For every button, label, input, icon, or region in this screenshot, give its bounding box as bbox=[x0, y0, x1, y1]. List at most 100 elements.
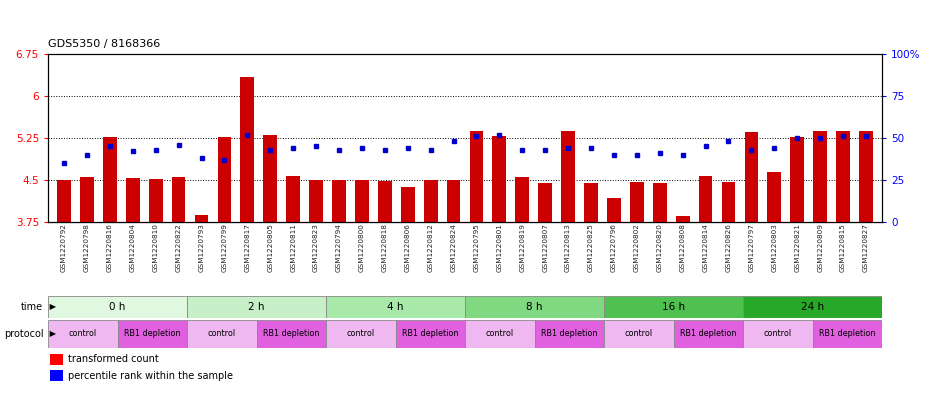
Text: 4 h: 4 h bbox=[387, 302, 404, 312]
Text: GSM1220800: GSM1220800 bbox=[359, 224, 365, 272]
Bar bbox=[126, 178, 140, 222]
Text: GSM1220803: GSM1220803 bbox=[771, 224, 777, 272]
Bar bbox=[48, 320, 117, 348]
Text: GSM1220823: GSM1220823 bbox=[313, 224, 319, 272]
Bar bbox=[424, 180, 437, 222]
Text: GSM1220810: GSM1220810 bbox=[153, 224, 159, 272]
Bar bbox=[673, 320, 743, 348]
Text: GSM1220821: GSM1220821 bbox=[794, 224, 800, 272]
Text: GSM1220806: GSM1220806 bbox=[405, 224, 411, 272]
Bar bbox=[836, 131, 850, 222]
Bar bbox=[286, 176, 300, 222]
Text: GSM1220795: GSM1220795 bbox=[473, 224, 480, 272]
Bar bbox=[446, 180, 460, 222]
Text: 0 h: 0 h bbox=[110, 302, 126, 312]
Bar bbox=[630, 182, 644, 222]
Bar bbox=[80, 177, 94, 222]
Bar bbox=[470, 131, 484, 222]
Bar bbox=[49, 370, 63, 381]
Bar bbox=[584, 184, 598, 222]
Text: GSM1220793: GSM1220793 bbox=[198, 224, 205, 272]
Text: GSM1220812: GSM1220812 bbox=[428, 224, 433, 272]
Text: ▶: ▶ bbox=[47, 303, 56, 312]
Text: control: control bbox=[69, 329, 97, 338]
Bar bbox=[722, 182, 736, 222]
Text: transformed count: transformed count bbox=[68, 354, 159, 364]
Text: GSM1220826: GSM1220826 bbox=[725, 224, 732, 272]
Bar bbox=[561, 131, 575, 222]
Text: control: control bbox=[485, 329, 513, 338]
Bar bbox=[48, 296, 187, 318]
Text: GSM1220798: GSM1220798 bbox=[84, 224, 90, 272]
Bar bbox=[743, 320, 813, 348]
Text: RB1 depletion: RB1 depletion bbox=[819, 329, 875, 338]
Bar bbox=[187, 320, 257, 348]
Bar bbox=[401, 187, 415, 222]
Bar bbox=[395, 320, 465, 348]
Text: GSM1220827: GSM1220827 bbox=[863, 224, 869, 272]
Bar bbox=[465, 296, 604, 318]
Text: RB1 depletion: RB1 depletion bbox=[124, 329, 180, 338]
Text: GDS5350 / 8168366: GDS5350 / 8168366 bbox=[48, 39, 160, 49]
Bar bbox=[187, 296, 326, 318]
Bar bbox=[604, 296, 743, 318]
Bar bbox=[813, 320, 882, 348]
Text: control: control bbox=[764, 329, 791, 338]
Text: RB1 depletion: RB1 depletion bbox=[402, 329, 458, 338]
Text: GSM1220820: GSM1220820 bbox=[657, 224, 663, 272]
Bar bbox=[698, 176, 712, 222]
Text: GSM1220818: GSM1220818 bbox=[382, 224, 388, 272]
Bar bbox=[309, 180, 323, 222]
Text: GSM1220816: GSM1220816 bbox=[107, 224, 113, 272]
Text: GSM1220797: GSM1220797 bbox=[749, 224, 754, 272]
Text: percentile rank within the sample: percentile rank within the sample bbox=[68, 371, 233, 380]
Bar bbox=[241, 77, 254, 222]
Bar bbox=[743, 296, 882, 318]
Text: GSM1220819: GSM1220819 bbox=[519, 224, 525, 272]
Text: GSM1220825: GSM1220825 bbox=[588, 224, 594, 272]
Text: GSM1220794: GSM1220794 bbox=[336, 224, 342, 272]
Text: 2 h: 2 h bbox=[248, 302, 265, 312]
Bar bbox=[790, 138, 804, 222]
Bar bbox=[149, 179, 163, 222]
Bar bbox=[378, 181, 392, 222]
Text: GSM1220796: GSM1220796 bbox=[611, 224, 617, 272]
Text: GSM1220802: GSM1220802 bbox=[634, 224, 640, 272]
Text: control: control bbox=[207, 329, 236, 338]
Bar bbox=[676, 217, 689, 222]
Bar bbox=[332, 180, 346, 222]
Bar bbox=[745, 132, 758, 222]
Text: GSM1220814: GSM1220814 bbox=[702, 224, 709, 272]
Text: time: time bbox=[21, 302, 44, 312]
Text: GSM1220799: GSM1220799 bbox=[221, 224, 228, 272]
Bar bbox=[103, 138, 117, 222]
Text: 16 h: 16 h bbox=[662, 302, 685, 312]
Bar bbox=[194, 215, 208, 222]
Bar bbox=[465, 320, 535, 348]
Text: GSM1220792: GSM1220792 bbox=[61, 224, 67, 272]
Text: GSM1220817: GSM1220817 bbox=[245, 224, 250, 272]
Bar bbox=[859, 131, 873, 222]
Text: GSM1220804: GSM1220804 bbox=[130, 224, 136, 272]
Text: GSM1220805: GSM1220805 bbox=[267, 224, 273, 272]
Text: GSM1220815: GSM1220815 bbox=[840, 224, 846, 272]
Text: GSM1220822: GSM1220822 bbox=[176, 224, 181, 272]
Text: GSM1220813: GSM1220813 bbox=[565, 224, 571, 272]
Bar bbox=[172, 176, 185, 222]
Bar bbox=[653, 183, 667, 222]
Bar bbox=[767, 172, 781, 222]
Text: control: control bbox=[347, 329, 375, 338]
Text: GSM1220811: GSM1220811 bbox=[290, 224, 296, 272]
Bar bbox=[515, 176, 529, 222]
Bar bbox=[57, 180, 71, 222]
Bar bbox=[535, 320, 604, 348]
Text: 24 h: 24 h bbox=[801, 302, 824, 312]
Bar bbox=[263, 135, 277, 222]
Text: RB1 depletion: RB1 depletion bbox=[541, 329, 597, 338]
Text: ▶: ▶ bbox=[47, 329, 56, 338]
Text: GSM1220801: GSM1220801 bbox=[497, 224, 502, 272]
Text: 8 h: 8 h bbox=[526, 302, 543, 312]
Text: control: control bbox=[625, 329, 653, 338]
Bar bbox=[607, 198, 621, 222]
Bar bbox=[49, 354, 63, 365]
